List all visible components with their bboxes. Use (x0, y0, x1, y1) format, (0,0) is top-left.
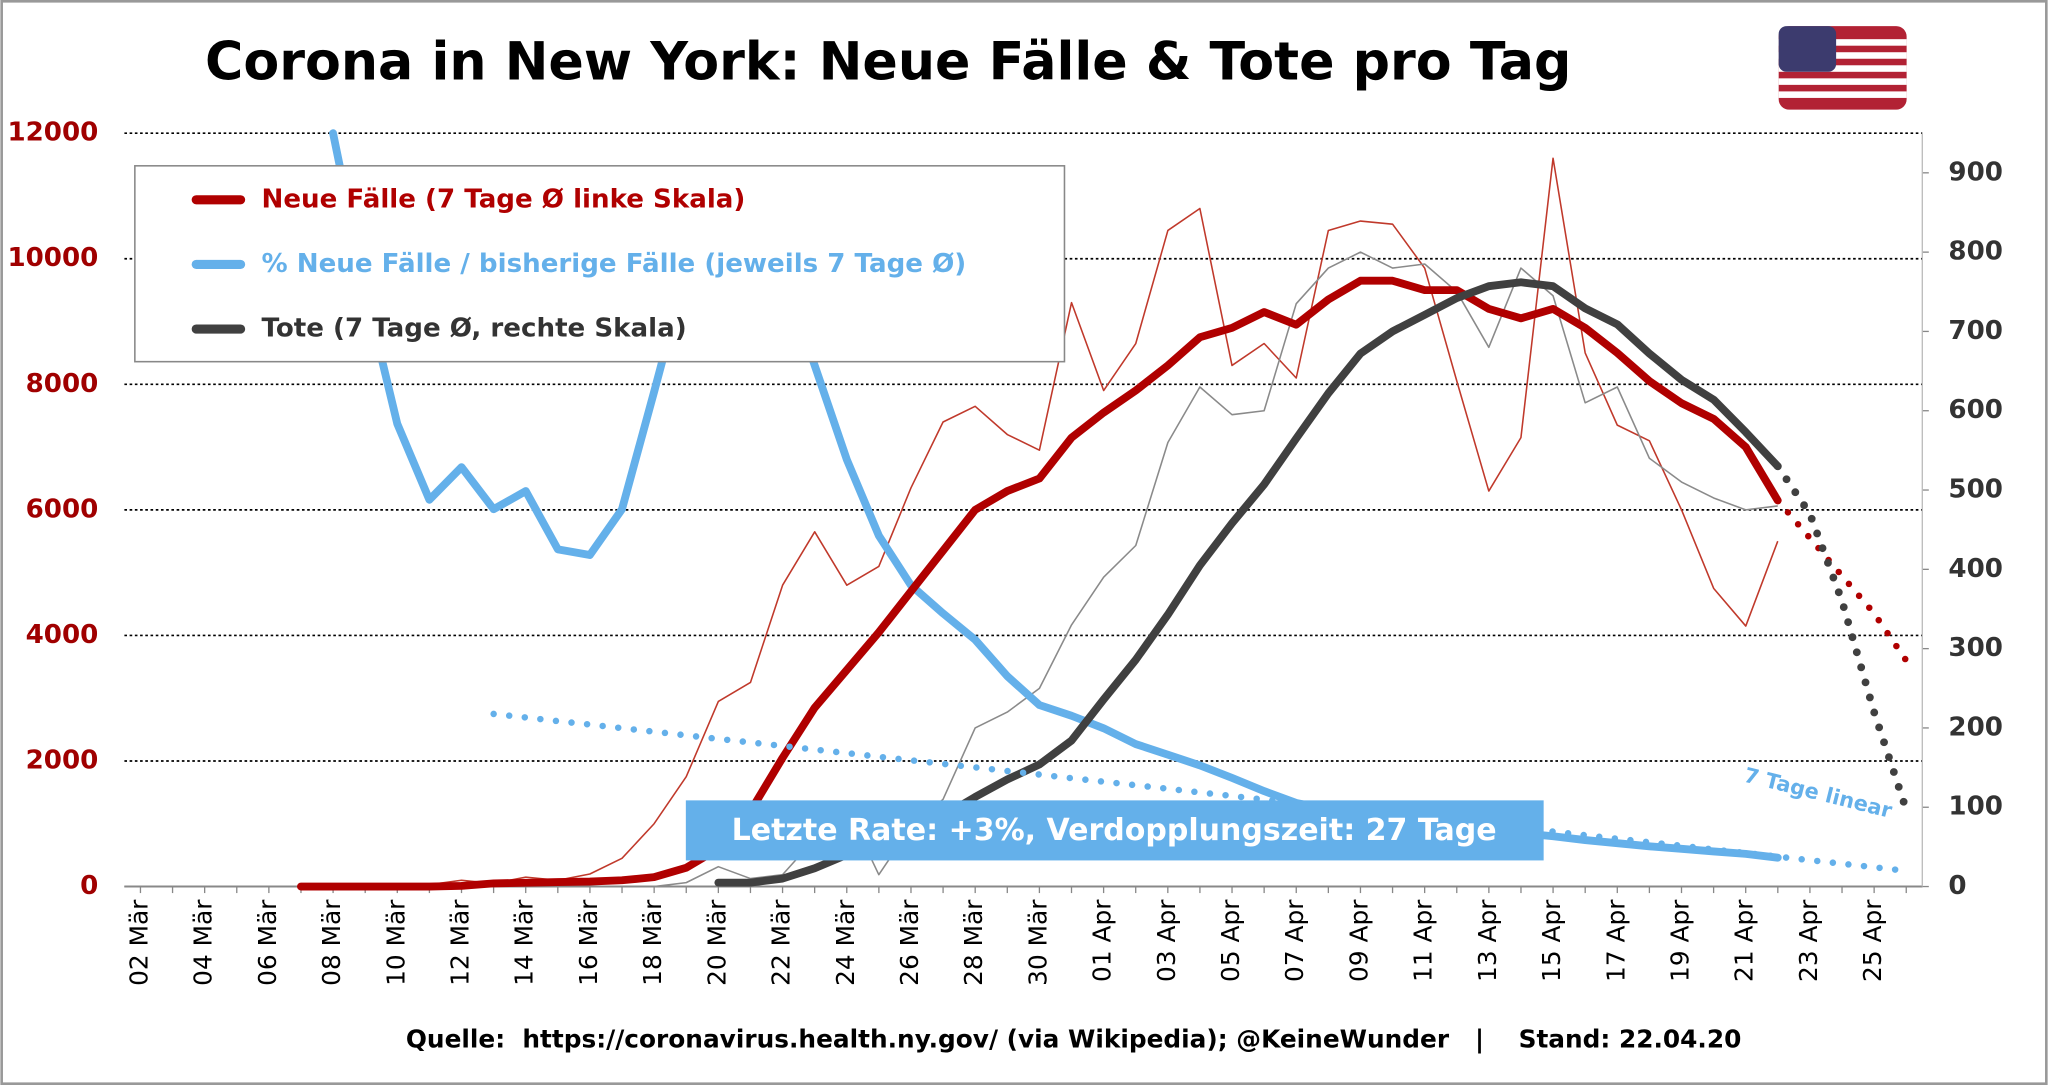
x-tick-label: 30 Mär (1023, 899, 1052, 986)
y2-tick-label: 600 (1948, 395, 2003, 425)
x-tick-label: 17 Apr (1601, 899, 1630, 982)
x-tick-label: 20 Mär (702, 899, 731, 986)
x-tick-label: 06 Mär (253, 899, 282, 986)
source: Quelle: https://coronavirus.health.ny.go… (406, 1025, 1742, 1054)
y2-tick-label: 300 (1948, 633, 2003, 663)
y2-tick-label: 900 (1948, 157, 2003, 187)
x-tick-label: 24 Mär (831, 899, 860, 986)
annotation-box (685, 800, 1544, 861)
y2-tick-label: 0 (1948, 871, 1966, 901)
y-tick-label: 4000 (26, 620, 99, 650)
x-tick-label: 12 Mär (446, 899, 475, 986)
legend-label: Tote (7 Tage Ø, rechte Skala) (261, 314, 686, 344)
x-tick-label: 02 Mär (124, 899, 153, 986)
y2-tick-label: 200 (1948, 712, 2003, 742)
x-tick-label: 21 Apr (1730, 899, 1759, 982)
y-tick-label: 2000 (26, 745, 99, 775)
legend-label: % Neue Fälle / bisherige Fälle (jeweils … (261, 249, 966, 279)
x-tick-label: 11 Apr (1409, 899, 1438, 982)
x-tick-label: 13 Apr (1473, 899, 1502, 982)
x-tick-label: 03 Apr (1152, 899, 1181, 982)
y-tick-label: 12000 (7, 118, 98, 148)
projection-line (1774, 497, 1910, 664)
x-tick-label: 28 Mär (959, 899, 988, 986)
y2-tick-label: 100 (1948, 792, 2003, 822)
x-tick-label: 19 Apr (1666, 899, 1695, 982)
y2-tick-label: 700 (1948, 316, 2003, 346)
x-tick-label: 05 Apr (1216, 899, 1245, 982)
y2-tick-label: 800 (1948, 237, 2003, 267)
annotation: Letzte Rate: +3%, Verdopplungszeit: 27 T… (732, 813, 1497, 848)
series-line (297, 276, 1782, 891)
y-tick-label: 6000 (26, 494, 99, 524)
flag (1778, 26, 1907, 110)
y2-tick-label: 400 (1948, 554, 2003, 584)
x-tick-label: 04 Mär (189, 899, 218, 986)
y2-tick-label: 500 (1948, 475, 2003, 505)
legend: Neue Fälle (7 Tage Ø linke Skala) % Neue … (134, 165, 1066, 363)
x-tick-label: 16 Mär (574, 899, 603, 986)
x-tick-label: 18 Mär (638, 899, 667, 986)
x-tick-label: 15 Apr (1537, 899, 1566, 982)
x-tick-label: 26 Mär (895, 899, 924, 986)
x-tick-label: 14 Mär (510, 899, 539, 986)
x-tick-label: 08 Mär (317, 899, 346, 986)
x-tick-label: 10 Mär (381, 899, 410, 986)
x-tick-label: 07 Apr (1280, 899, 1309, 982)
x-tick-label: 09 Apr (1344, 899, 1373, 982)
x-tick-label: 25 Apr (1858, 899, 1887, 982)
projection-line (1773, 462, 1911, 814)
y-tick-label: 8000 (26, 369, 99, 399)
x-tick-label: 23 Apr (1794, 899, 1823, 982)
x-tick-label: 01 Apr (1088, 899, 1117, 982)
y-tick-label: 10000 (7, 243, 98, 273)
legend-label: Neue Fälle (7 Tage Ø linke Skala) (261, 184, 745, 214)
y-tick-label: 0 (80, 871, 98, 901)
projection-line (490, 710, 1910, 875)
x-tick-label: 22 Mär (767, 899, 796, 986)
chart-title: Corona in New York: Neue Fälle & Tote pr… (205, 32, 1571, 92)
